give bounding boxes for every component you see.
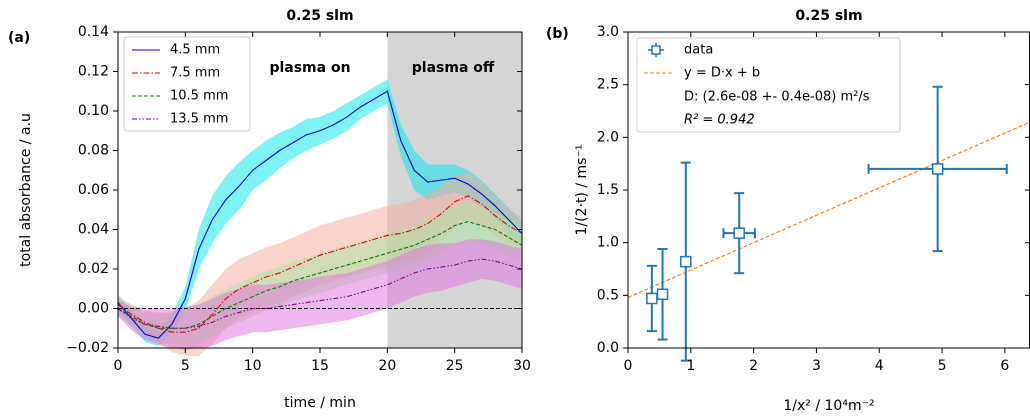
y-tick-label: 0.0 <box>597 340 619 356</box>
y-tick-label: 0.12 <box>78 64 109 80</box>
legend-label: 13.5 mm <box>170 112 228 127</box>
x-tick-label: 2 <box>749 358 758 374</box>
y-tick-label: 0.04 <box>78 222 109 238</box>
y-tick-label: 3.0 <box>597 24 619 40</box>
y-tick-label: 0.5 <box>597 287 619 303</box>
x-tick-label: 5 <box>938 358 947 374</box>
y-tick-label: 1.0 <box>597 235 619 251</box>
y-axis-label: total absorbance / a.u <box>18 113 34 267</box>
legend-label: 10.5 mm <box>170 89 228 104</box>
legend-label: 4.5 mm <box>170 43 220 58</box>
legend-label: 7.5 mm <box>170 66 220 81</box>
x-tick-label: 30 <box>513 358 531 374</box>
legend-note: D: (2.6e-08 +- 0.4e-08) m²/s <box>684 90 870 105</box>
plot-frame <box>117 31 523 349</box>
x-axis-label: time / min <box>284 395 356 411</box>
error-band <box>118 239 522 350</box>
y-axis-label: 1/(2·t) / ms⁻¹ <box>574 145 590 236</box>
x-tick-label: 3 <box>812 358 821 374</box>
chart-title: 0.25 slm <box>795 8 862 24</box>
data-point <box>680 255 692 268</box>
legend-marker <box>651 45 661 55</box>
y-tick-label: 0.08 <box>78 143 109 159</box>
y-tick-label: 0.14 <box>78 24 109 40</box>
y-tick-label: 0.06 <box>78 182 109 198</box>
data-point <box>656 288 669 301</box>
legend-label: data <box>684 43 713 58</box>
y-tick-label: −0.02 <box>66 340 109 356</box>
panel-label: (b) <box>546 26 569 42</box>
error-band <box>118 79 522 347</box>
x-axis-label: 1/x² / 10⁴m⁻² <box>783 398 874 414</box>
legend-note: R² = 0.942 <box>684 113 755 128</box>
x-tick-label: 10 <box>244 358 262 374</box>
x-tick-label: 5 <box>181 358 190 374</box>
data-line <box>117 195 523 333</box>
fit-line <box>627 121 1030 298</box>
chart-title: 0.25 slm <box>286 8 353 24</box>
data-point <box>646 292 658 305</box>
legend: 4.5 mm 7.5 mm 10.5 mm 13.5 mm <box>123 36 251 132</box>
annotation: plasma off <box>412 60 495 76</box>
y-tick-label: 2.5 <box>597 77 619 93</box>
x-tick-label: 4 <box>875 358 884 374</box>
x-tick-label: 20 <box>378 358 396 374</box>
panel-label: (a) <box>8 30 30 46</box>
y-tick-label: 1.5 <box>597 182 619 198</box>
x-tick-label: 25 <box>446 358 464 374</box>
data-line <box>117 258 523 329</box>
x-tick-label: 15 <box>311 358 329 374</box>
x-tick-label: 0 <box>114 358 123 374</box>
data-point <box>733 227 745 239</box>
annotation: plasma on <box>269 60 350 76</box>
legend-box <box>123 36 251 132</box>
x-tick-label: 0 <box>624 358 633 374</box>
legend-box <box>636 37 901 133</box>
y-tick-label: 0.10 <box>78 103 109 119</box>
data-point <box>931 163 944 175</box>
legend-label: y = D·x + b <box>684 66 760 81</box>
x-tick-label: 6 <box>1000 358 1009 374</box>
data-line <box>117 90 523 339</box>
x-tick-label: 1 <box>686 358 695 374</box>
y-tick-label: 0.00 <box>78 301 109 317</box>
y-tick-label: 2.0 <box>597 129 619 145</box>
y-tick-label: 0.02 <box>78 261 109 277</box>
legend: data y = D·x + b D: (2.6e-08 +- 0.4e-08) m… <box>636 37 901 133</box>
